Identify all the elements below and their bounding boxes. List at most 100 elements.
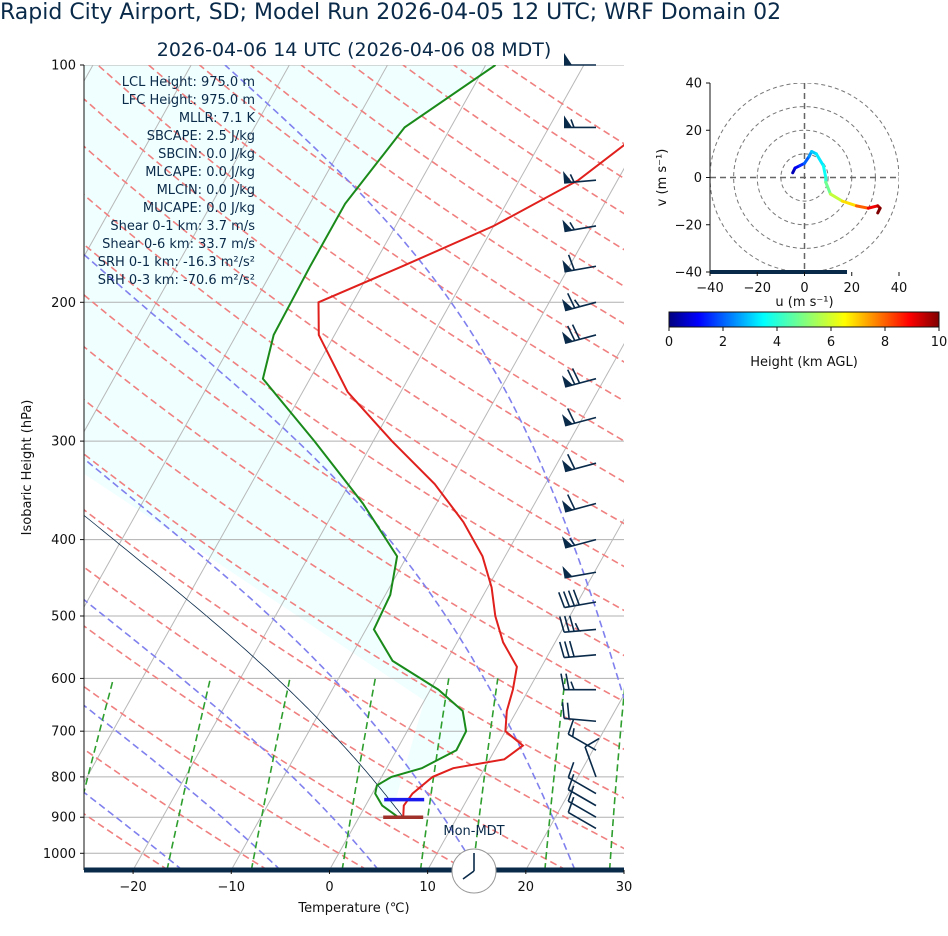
stats-text: LCL Height: 975.0 m LFC Height: 975.0 m ML… [98, 75, 256, 288]
hodograph-x-tick-label: −20 [744, 281, 771, 296]
wind-barb [561, 324, 597, 344]
hodograph-y-tick-label: 0 [694, 171, 702, 186]
wind-barb [567, 785, 597, 818]
moist-adiabat [84, 598, 380, 870]
barb-feather [567, 254, 576, 271]
hodograph-x-tick-label: −40 [696, 281, 723, 296]
barb-feather [566, 453, 576, 470]
isotherm-line [84, 65, 94, 83]
x-axis-label: Temperature (℃) [297, 901, 409, 916]
wind-barb [561, 453, 597, 473]
barb-feather [565, 673, 570, 690]
y-tick-label: 200 [51, 296, 76, 311]
stat-line: SBCAPE: 2.5 J/kg [147, 129, 255, 144]
height-colorbar: 0 2 4 6 8 10 Height (km AGL) [665, 311, 947, 370]
stat-line: SBCIN: 0.0 J/kg [158, 147, 255, 162]
dewpoint-trace [261, 65, 497, 819]
colorbar-tick-label: 6 [827, 335, 835, 350]
hodograph-segment [828, 192, 844, 203]
stat-line: SRH 0-1 km: -16.3 m²/s² [98, 255, 255, 270]
hodograph-segment [821, 164, 828, 179]
barb-flag [561, 331, 573, 344]
dry-adiabat [504, 65, 624, 145]
barb-staff [567, 733, 597, 751]
barb-flag [561, 414, 573, 426]
wind-barb [562, 254, 597, 273]
hodograph-y-tick-label: −20 [675, 218, 702, 233]
colorbar-tick-label: 8 [881, 335, 889, 350]
y-tick-label: 100 [51, 59, 76, 74]
y-tick-label: 900 [51, 811, 76, 826]
parcel-path [84, 514, 404, 818]
barb-staff [564, 653, 597, 659]
barb-feather [570, 681, 575, 690]
x-tick-label: −10 [218, 880, 245, 895]
mixing-ratio-line [166, 678, 212, 870]
dry-adiabat [84, 398, 624, 751]
barb-feather [560, 673, 565, 690]
barb-feather [571, 324, 581, 340]
wind-barb [558, 615, 597, 634]
y-tick-label: 600 [51, 672, 76, 687]
barb-feather [566, 408, 576, 424]
chart-title: Rapid City Airport, SD; Model Run 2026-0… [0, 0, 782, 25]
wind-barbs [558, 53, 600, 830]
wind-barb [558, 640, 597, 659]
barb-flag [561, 298, 573, 311]
wind-barb [562, 565, 597, 579]
moist-adiabat [84, 457, 478, 870]
stat-line: SRH 0-3 km: -70.6 m²/s² [98, 273, 255, 288]
barb-feather [571, 728, 575, 737]
wind-barb [561, 408, 597, 427]
barb-feather [568, 615, 575, 632]
wind-barb [561, 536, 597, 549]
barb-feather [558, 641, 565, 658]
barb-feather [566, 292, 576, 309]
hodograph-y-tick-label: 40 [685, 77, 702, 92]
barb-feather [563, 615, 570, 632]
clock-label: Mon-MDT [443, 824, 504, 839]
hodograph-y-tick-label: −40 [675, 266, 702, 281]
hodograph-y-tick-label: 20 [685, 124, 702, 139]
barb-feather [567, 761, 575, 778]
wind-barb [561, 292, 597, 312]
barb-flag [564, 115, 572, 128]
barb-staff [584, 746, 597, 778]
y-tick-label: 1000 [43, 847, 76, 862]
barb-feather [558, 592, 566, 608]
moist-adiabat [84, 791, 183, 870]
hodograph-segment [840, 199, 858, 208]
y-axis-label: Isobaric Height (hPa) [20, 400, 35, 536]
barb-feather [563, 641, 570, 658]
wind-barb [560, 673, 596, 691]
hodograph-segment [866, 204, 880, 210]
wind-barb [561, 368, 597, 388]
barb-feather [567, 773, 575, 790]
wind-barb [567, 796, 597, 830]
moist-adiabat [224, 65, 624, 701]
isotherm-line [427, 518, 624, 870]
chart-subtitle: 2026-04-06 14 UTC (2026-04-06 08 MDT) [156, 39, 552, 61]
x-tick-label: 0 [325, 880, 333, 895]
barb-flag [562, 219, 573, 232]
mixing-ratio-line [472, 678, 499, 870]
clock-hour-hand [462, 870, 475, 880]
barb-flag [564, 53, 572, 65]
wind-barb [558, 589, 597, 609]
wind-barb [567, 761, 597, 795]
barb-feather [566, 369, 576, 385]
mixing-ratio-line [419, 678, 450, 870]
barb-flag [561, 500, 573, 512]
barb-staff [564, 179, 597, 184]
stat-line: MLCAPE: 0.0 J/kg [145, 165, 255, 180]
dry-adiabat [148, 65, 624, 402]
isotherm-line [84, 65, 388, 609]
dry-adiabat [402, 65, 624, 215]
stat-line: LFC Height: 975.0 m [122, 93, 255, 108]
mixing-ratio-line [608, 686, 624, 870]
barb-feather [562, 591, 571, 607]
hodograph-x-tick-label: 0 [800, 281, 808, 296]
x-tick-label: 30 [616, 880, 633, 895]
stat-line: Shear 0-1 km: 3.7 m/s [110, 219, 255, 234]
